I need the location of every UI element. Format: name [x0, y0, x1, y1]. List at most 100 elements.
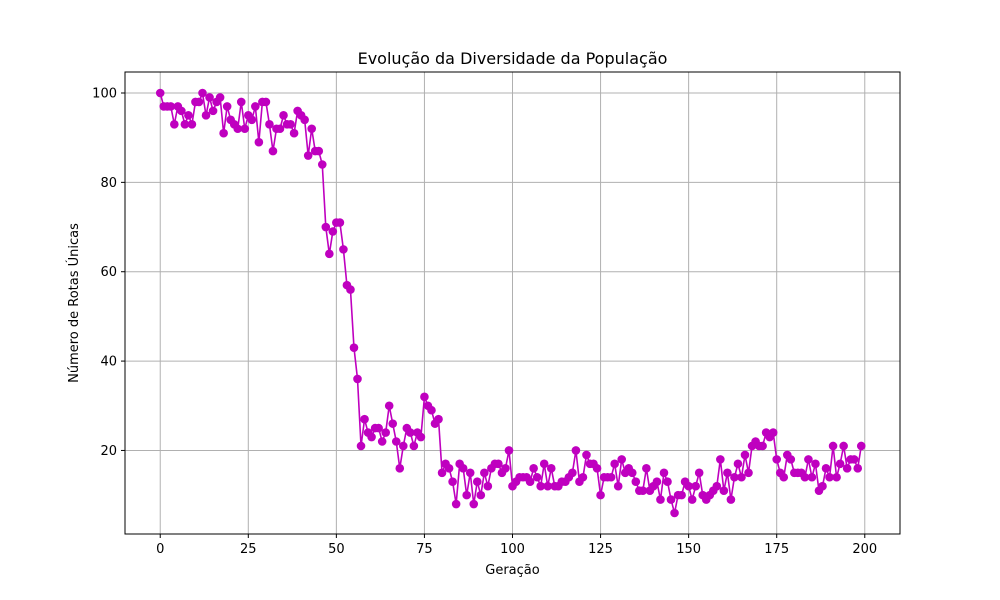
data-point	[642, 464, 651, 473]
data-point	[268, 146, 278, 156]
data-point	[663, 477, 672, 487]
data-point	[737, 472, 746, 482]
x-axis-title: Geração	[485, 563, 539, 578]
data-point	[652, 477, 662, 487]
data-point	[856, 441, 866, 451]
data-point	[483, 481, 493, 491]
data-point	[303, 151, 313, 160]
data-point	[247, 115, 257, 125]
data-point	[240, 124, 250, 134]
data-point	[289, 128, 299, 138]
data-point	[458, 464, 468, 473]
data-point	[768, 428, 778, 437]
data-point	[835, 459, 845, 469]
data-point	[494, 459, 503, 469]
data-point	[596, 490, 605, 500]
data-point	[730, 472, 739, 482]
data-point	[279, 111, 288, 120]
data-point	[155, 88, 165, 98]
data-point	[666, 495, 676, 504]
data-point	[208, 106, 218, 116]
data-point	[807, 472, 817, 482]
data-point	[606, 472, 616, 482]
y-tick-label: 20	[100, 444, 117, 459]
data-point	[592, 464, 602, 473]
y-axis-title: Número de Rotas Únicas	[66, 223, 82, 383]
data-point	[825, 472, 834, 482]
data-point	[215, 93, 225, 102]
data-point	[613, 481, 623, 491]
data-point	[399, 441, 408, 451]
data-point	[198, 88, 207, 98]
data-point	[578, 472, 588, 482]
data-point	[321, 222, 331, 232]
data-point	[744, 468, 753, 478]
data-point	[409, 441, 419, 451]
data-point	[723, 468, 732, 478]
data-point	[300, 115, 309, 125]
data-point	[571, 446, 581, 455]
data-point	[187, 119, 197, 129]
data-point	[726, 495, 736, 504]
data-point	[694, 468, 704, 478]
data-point	[388, 419, 398, 428]
y-tick-label: 80	[100, 176, 117, 191]
data-point	[804, 455, 813, 464]
data-point	[406, 428, 415, 437]
data-point	[170, 119, 179, 129]
data-point	[543, 481, 553, 491]
data-point	[395, 464, 405, 473]
data-point	[472, 477, 482, 487]
data-point	[842, 464, 852, 473]
data-point	[166, 102, 176, 111]
data-point	[286, 119, 295, 129]
data-point	[504, 446, 514, 455]
data-point	[839, 441, 848, 451]
data-point	[480, 468, 489, 478]
data-point	[317, 160, 327, 169]
x-tick-label: 25	[240, 542, 257, 557]
data-point	[687, 495, 697, 504]
data-point	[222, 102, 232, 111]
data-point	[353, 374, 362, 384]
data-point	[849, 455, 859, 464]
data-point	[349, 343, 359, 352]
data-point	[444, 464, 454, 473]
data-point	[335, 218, 345, 227]
data-point	[236, 97, 246, 107]
data-point	[733, 459, 743, 469]
data-point	[360, 414, 369, 424]
data-point	[451, 499, 461, 509]
data-point	[476, 490, 486, 500]
data-point	[416, 432, 426, 442]
data-point	[469, 499, 479, 509]
data-point	[201, 111, 211, 120]
data-point	[180, 119, 190, 129]
data-point	[719, 486, 729, 495]
ticks: 0 25 50 75 100 125 150 175 200 20 40 60 80 100	[92, 87, 877, 558]
data-point	[251, 102, 260, 111]
data-point	[465, 468, 475, 478]
data-point	[448, 477, 457, 487]
x-tick-label: 0	[156, 542, 164, 557]
data-point	[670, 508, 679, 518]
data-point	[779, 472, 789, 482]
x-tick-label: 50	[328, 542, 345, 557]
data-point	[275, 124, 285, 134]
data-point	[712, 481, 722, 491]
data-point	[627, 468, 637, 478]
data-point	[684, 481, 693, 491]
data-point	[328, 227, 338, 236]
data-point	[638, 486, 648, 495]
data-point	[832, 472, 841, 482]
data-point	[677, 490, 686, 500]
data-point	[800, 472, 810, 482]
data-point	[546, 464, 556, 473]
y-tick-label: 60	[100, 265, 117, 280]
data-point	[265, 119, 274, 129]
data-point	[758, 441, 767, 451]
data-point	[184, 111, 193, 120]
data-point	[529, 464, 538, 473]
data-point	[539, 459, 549, 469]
